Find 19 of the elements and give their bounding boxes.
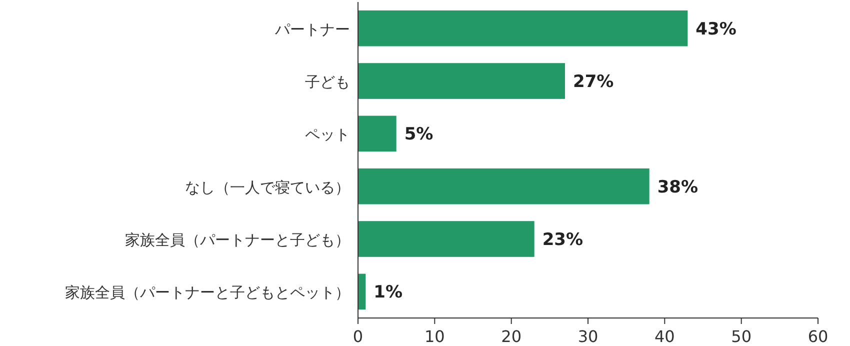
data-label: 27% bbox=[573, 72, 614, 92]
y-tick-label: ペット bbox=[305, 126, 350, 144]
x-tick-label: 20 bbox=[501, 327, 522, 346]
data-label: 5% bbox=[404, 124, 434, 145]
x-tick-label: 30 bbox=[578, 327, 598, 346]
x-tick-label: 10 bbox=[424, 327, 445, 346]
data-label: 38% bbox=[657, 177, 698, 198]
data-label: 43% bbox=[696, 19, 736, 40]
y-tick-label: 子ども bbox=[305, 73, 350, 91]
data-label: 23% bbox=[542, 230, 584, 250]
data-label: 1% bbox=[374, 282, 403, 303]
x-tick-label: 40 bbox=[654, 327, 675, 346]
y-tick-label: 家族全員（パートナーと子ども） bbox=[125, 231, 350, 249]
x-tick-label: 50 bbox=[731, 327, 752, 346]
y-tick-label: なし（一人で寝ている） bbox=[185, 178, 350, 196]
y-tick-label: 家族全員（パートナーと子どもとペット） bbox=[65, 284, 350, 302]
y-tick-label: パートナー bbox=[274, 20, 350, 38]
x-tick-label: 0 bbox=[352, 327, 364, 346]
x-tick-label: 60 bbox=[808, 327, 828, 346]
